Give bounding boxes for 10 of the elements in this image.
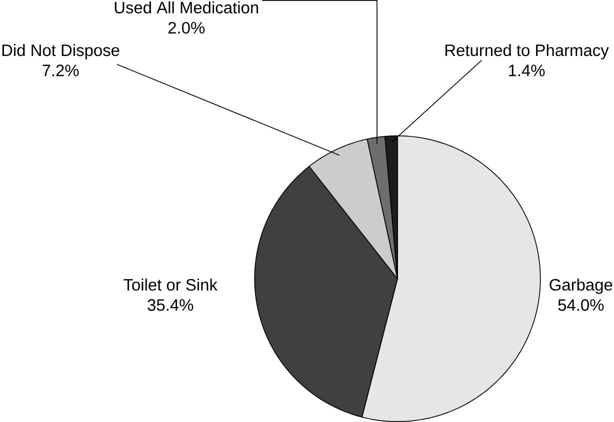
slice-label: Toilet or Sink <box>124 278 218 291</box>
data-label: 2.0% <box>168 22 205 34</box>
data-label: 1.4% <box>509 64 545 76</box>
data-label: 35.4% <box>148 299 194 311</box>
data-label: 54.0% <box>558 299 604 311</box>
slice-label: Used All Medication <box>114 1 258 14</box>
slice-label: Garbage <box>550 278 612 294</box>
slice-label: Did Not Dispose <box>2 44 120 60</box>
data-label: 7.2% <box>42 64 79 76</box>
slice-label: Returned to Pharmacy <box>446 44 609 60</box>
